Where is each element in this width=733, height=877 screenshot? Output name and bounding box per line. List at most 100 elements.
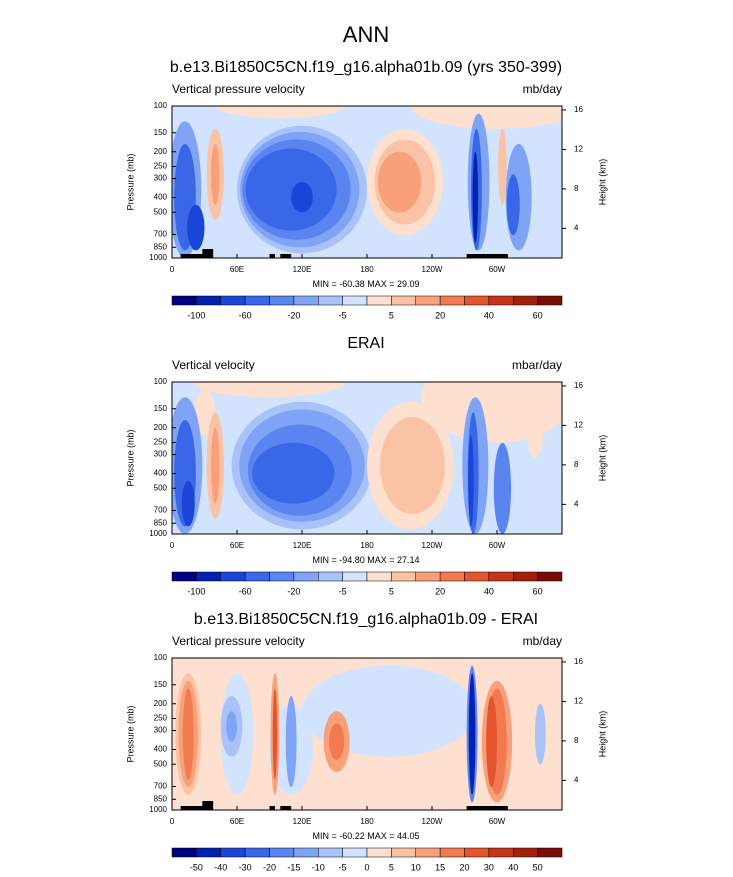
x-tick-label: 120W (422, 817, 443, 826)
colorbar-box (415, 295, 441, 306)
contour-region (285, 696, 297, 788)
right-label: mbar/day (512, 358, 562, 372)
y-tick-label: 200 (154, 423, 168, 432)
y-tick-label: 100 (154, 653, 168, 662)
right-label: mb/day (523, 634, 562, 648)
colorbar-label: -60 (239, 310, 252, 320)
contour-region (182, 688, 194, 780)
stat: MIN = (312, 555, 336, 565)
contour-region (468, 673, 476, 795)
contour-region (211, 144, 220, 205)
colorbar-box (293, 571, 319, 582)
colorbar-box (318, 295, 343, 306)
contour-region (226, 711, 237, 742)
x-tick-label: 120E (293, 817, 312, 826)
y-tick-label: 500 (154, 759, 168, 768)
y-tick-label: 200 (154, 699, 168, 708)
y-tick-label: 850 (154, 794, 168, 803)
stat: MIN = (312, 279, 336, 289)
colorbar-box (537, 571, 563, 582)
colorbar-box (196, 571, 221, 582)
y2-tick-label: 4 (574, 499, 579, 508)
y2-tick-label: 4 (574, 223, 579, 232)
colorbar-box (293, 847, 319, 858)
colorbar-box (342, 847, 368, 858)
right-label: mb/day (523, 82, 562, 96)
contour-field (172, 658, 562, 810)
contour-region (377, 151, 422, 213)
y2-tick-label: 4 (574, 775, 579, 784)
contour-region (472, 151, 479, 243)
colorbar-label: -20 (287, 586, 300, 596)
y-axis-label: Pressure (mb) (125, 429, 135, 486)
colorbar-box (220, 295, 246, 306)
colorbar-label: -40 (214, 862, 227, 872)
y-tick-label: 100 (154, 377, 168, 386)
x-tick-label: 180 (360, 817, 374, 826)
y-tick-label: 100 (154, 101, 168, 110)
contour-region (329, 723, 345, 760)
contour-region (526, 397, 544, 458)
stat: -60.22 (337, 831, 365, 841)
stat: MAX = (365, 279, 395, 289)
colorbar-box (318, 571, 343, 582)
left-label: Vertical velocity (172, 358, 255, 372)
y-axis-label: Pressure (mb) (125, 705, 135, 762)
topography (180, 806, 210, 810)
stat: -60.38 (337, 279, 365, 289)
contour-region (468, 435, 474, 527)
y-tick-label: 850 (154, 518, 168, 527)
contour-region (498, 128, 507, 205)
stat: 29.09 (395, 279, 420, 289)
topography (466, 806, 508, 810)
y-tick-label: 150 (154, 404, 168, 413)
x-tick-label: 180 (360, 541, 374, 550)
y-tick-label: 150 (154, 128, 168, 137)
colorbar-box (196, 295, 221, 306)
colorbar-label: 15 (435, 862, 445, 872)
y2-tick-label: 12 (574, 697, 583, 706)
x-tick-label: 120W (422, 541, 443, 550)
topography (280, 806, 292, 810)
contour-region (245, 148, 337, 231)
topography (280, 254, 292, 258)
topography (466, 254, 508, 258)
colorbar-box (366, 295, 392, 306)
colorbar-label: -60 (239, 586, 252, 596)
colorbar-box (220, 571, 246, 582)
colorbar-box (196, 847, 221, 858)
colorbar-box (391, 847, 416, 858)
colorbar-label: -10 (312, 862, 325, 872)
y-tick-label: 250 (154, 162, 168, 171)
colorbar-label: 5 (389, 862, 394, 872)
x-tick-label: 60E (230, 265, 244, 274)
colorbar-label: -50 (190, 862, 203, 872)
colorbar-label: -5 (339, 862, 347, 872)
x-tick-label: 60W (489, 265, 506, 274)
y-tick-label: 200 (154, 147, 168, 156)
min-max: MIN = -60.38 MAX = 29.09 (312, 279, 419, 289)
y-axis-label: Pressure (mb) (125, 153, 135, 210)
panel-title: b.e13.Bi1850C5CN.f19_g16.alpha01b.09 (yr… (170, 59, 562, 76)
x-tick-label: 0 (170, 541, 175, 550)
colorbar-label: 0 (364, 862, 369, 872)
colorbar-label: 20 (435, 310, 445, 320)
y-tick-label: 250 (154, 714, 168, 723)
colorbar-box (269, 295, 295, 306)
y2-tick-label: 8 (574, 736, 579, 745)
topography (202, 801, 214, 810)
stat: 44.05 (395, 831, 420, 841)
colorbar-label: -5 (339, 310, 347, 320)
colorbar-label: 40 (484, 586, 494, 596)
contour-region (187, 204, 205, 251)
colorbar-label: -20 (287, 310, 300, 320)
x-tick-label: 0 (170, 817, 175, 826)
x-tick-label: 60W (489, 817, 506, 826)
colorbar-box (220, 847, 246, 858)
colorbar-label: 10 (411, 862, 421, 872)
y2-axis-label: Height (km) (597, 159, 607, 206)
y-tick-label: 1000 (149, 529, 167, 538)
y-tick-label: 300 (154, 450, 168, 459)
topography (180, 254, 210, 258)
colorbar-box (244, 847, 270, 858)
